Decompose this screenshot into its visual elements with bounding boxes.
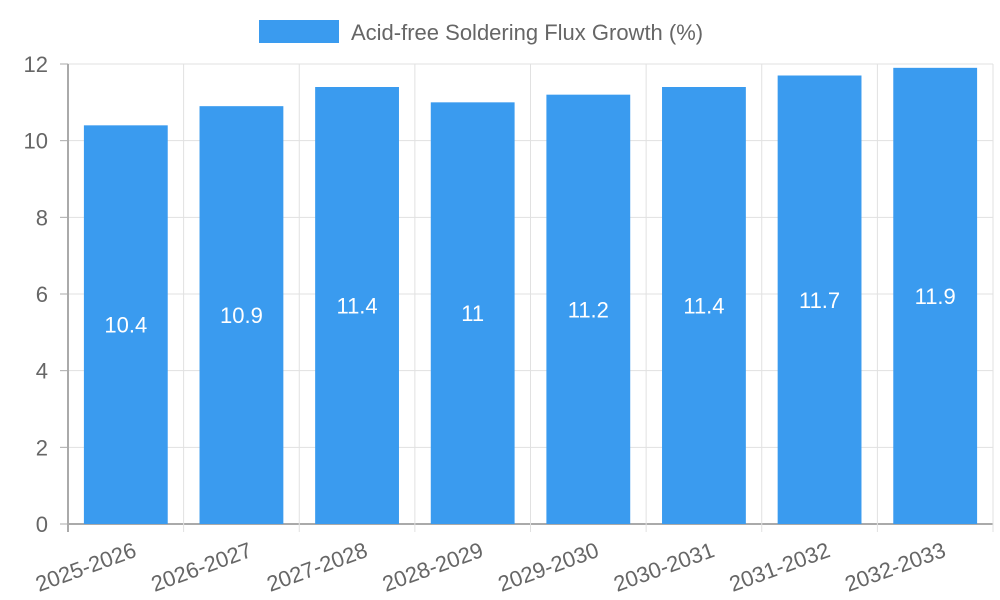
x-tick-label: 2030-2031 (610, 537, 717, 596)
x-tick-label: 2028-2029 (379, 537, 486, 596)
y-tick-label: 10 (24, 129, 48, 154)
legend[interactable]: Acid-free Soldering Flux Growth (%) (259, 20, 703, 45)
bar-value-label: 11.4 (336, 294, 377, 319)
bar[interactable] (430, 102, 515, 524)
y-tick-label: 0 (36, 512, 48, 537)
x-tick-label: 2029-2030 (495, 537, 602, 596)
y-tick-label: 6 (36, 282, 48, 307)
x-tick-label: 2027-2028 (263, 537, 370, 596)
bar-value-label: 11.2 (568, 297, 609, 322)
bar[interactable] (83, 125, 168, 524)
bar-value-label: 10.4 (104, 313, 147, 338)
bars: 10.4 10.9 11.4 11 11.2 11.4 11.7 11.9 (83, 67, 978, 525)
bar-value-label: 11.4 (683, 294, 724, 319)
legend-swatch (259, 20, 339, 43)
legend-label: Acid-free Soldering Flux Growth (%) (351, 20, 703, 45)
bar-value-label: 10.9 (220, 303, 263, 328)
bar[interactable] (199, 106, 284, 525)
y-tick-label: 2 (36, 435, 48, 460)
y-tick-label: 12 (24, 52, 48, 77)
bar-value-label: 11.9 (915, 284, 956, 309)
bar[interactable] (893, 67, 978, 524)
y-tick-label: 4 (36, 359, 48, 384)
bar[interactable] (662, 87, 746, 524)
x-tick-label: 2026-2027 (148, 537, 255, 596)
bar[interactable] (777, 75, 862, 525)
x-tick-label: 2032-2033 (841, 537, 948, 596)
bar[interactable] (315, 87, 399, 524)
bar-value-label: 11 (461, 301, 484, 326)
bar-value-label: 11.7 (799, 288, 840, 313)
x-tick-label: 2025-2026 (32, 537, 139, 596)
y-tick-label: 8 (36, 205, 48, 230)
x-tick-label: 2031-2032 (726, 537, 833, 596)
bar[interactable] (546, 94, 631, 525)
